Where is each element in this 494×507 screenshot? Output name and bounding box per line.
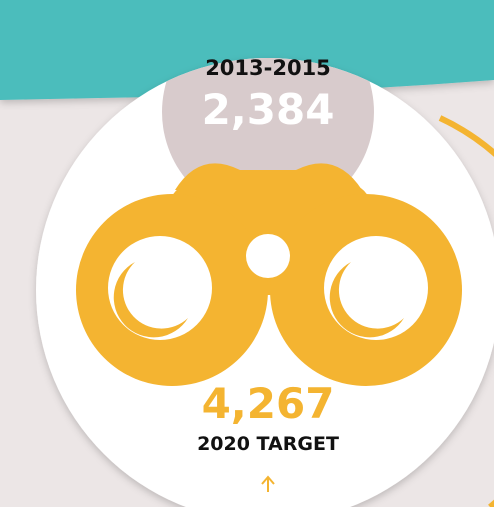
lens [324,236,428,340]
baseline-value: 2,384 [202,85,335,134]
lens-crescent [329,262,404,338]
binocular-top [175,163,362,190]
arrow [261,475,275,492]
binocular-hinge [246,234,290,278]
target-label: 2020 TARGET [197,433,339,455]
lens-right [324,236,428,340]
target-value: 4,267 [202,379,335,428]
top-band [0,0,494,100]
lens [108,236,212,340]
lens-crescent [113,262,188,338]
lens-left [108,236,212,340]
baseline-period: 2013-2015 [205,56,331,80]
